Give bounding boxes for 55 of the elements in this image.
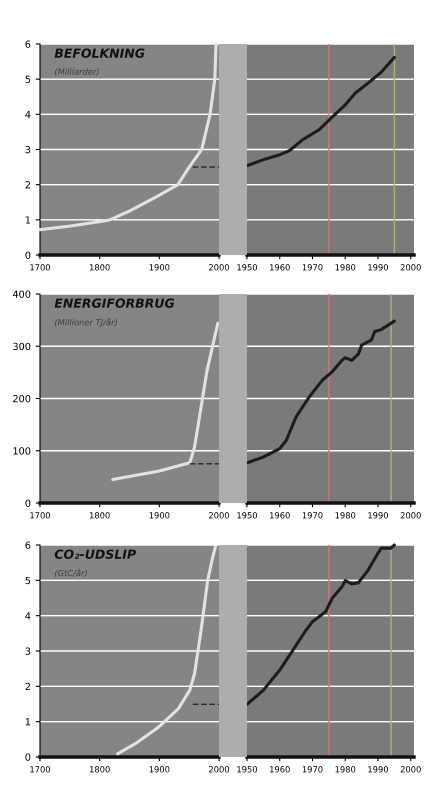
- x-tick-label: 1960: [270, 766, 290, 772]
- x-tick-label: 1950: [237, 512, 258, 518]
- x-tick-label: 1960: [270, 264, 290, 270]
- x-tick-label: 1960: [270, 512, 290, 518]
- y-tick-label: 5: [26, 576, 30, 584]
- text: (Milliarder): [54, 68, 99, 76]
- y-tick-label: 300: [13, 342, 30, 350]
- x-tick-label: 1970: [302, 264, 323, 270]
- x-tick-label: 2000: [209, 766, 230, 772]
- y-tick-label: 2: [26, 682, 30, 690]
- x-tick-label: 1950: [237, 766, 258, 772]
- x-tick-label: 1900: [150, 512, 170, 518]
- chart-title: BEFOLKNING: [54, 48, 144, 58]
- y-tick-label: 400: [12, 290, 30, 298]
- x-tick-label: 1800: [90, 264, 110, 270]
- x-tick-label: 1990: [368, 766, 388, 772]
- x-tick-label: 1700: [30, 766, 50, 772]
- y-tick-label: 4: [25, 110, 30, 118]
- y-tick-label: 4: [25, 612, 30, 620]
- x-tick-label: 1800: [90, 766, 110, 772]
- x-tick-label: 2000: [400, 512, 421, 518]
- x-tick-label: 1700: [30, 264, 50, 270]
- text: (GtC/år): [54, 568, 87, 578]
- x-tick-label: 2000: [209, 264, 230, 270]
- x-tick-label: 1970: [302, 512, 323, 518]
- y-tick-label: 2: [26, 181, 30, 188]
- x-tick-label: 1980: [336, 512, 356, 518]
- y-tick-label: 6: [25, 40, 30, 48]
- x-tick-label: 1700: [30, 512, 50, 518]
- y-tick-label: 1: [26, 216, 30, 224]
- y-tick-label: 5: [26, 76, 30, 83]
- y-tick-label: 3: [26, 647, 30, 655]
- x-tick-label: 1980: [336, 264, 356, 270]
- y-tick-label: 100: [13, 447, 30, 455]
- x-tick-label: 1990: [368, 264, 388, 270]
- x-tick-label: 1970: [302, 766, 323, 772]
- x-tick-label: 1990: [368, 512, 388, 518]
- y-tick-label: 0: [25, 753, 30, 761]
- x-tick-label: 1980: [336, 766, 356, 772]
- x-tick-label: 2000: [400, 766, 421, 772]
- x-tick-label: 2000: [400, 264, 421, 270]
- y-tick-label: 0: [25, 499, 30, 507]
- y-tick-label: 6: [25, 541, 30, 549]
- y-tick-label: 0: [25, 251, 30, 259]
- x-tick-label: 2000: [209, 512, 230, 518]
- y-tick-label: 1: [26, 718, 30, 726]
- x-tick-label: 1950: [237, 264, 258, 270]
- text: (Millioner TJ/år): [54, 318, 117, 327]
- y-tick-label: 200: [13, 394, 30, 402]
- chart-title: ENERGIFORBRUG: [54, 298, 174, 308]
- x-tick-label: 1900: [150, 766, 170, 772]
- x-tick-label: 1900: [150, 264, 170, 270]
- y-tick-label: 3: [26, 146, 30, 154]
- x-tick-label: 1800: [90, 512, 110, 518]
- chart-title: CO₂-UDSLIP: [54, 549, 136, 559]
